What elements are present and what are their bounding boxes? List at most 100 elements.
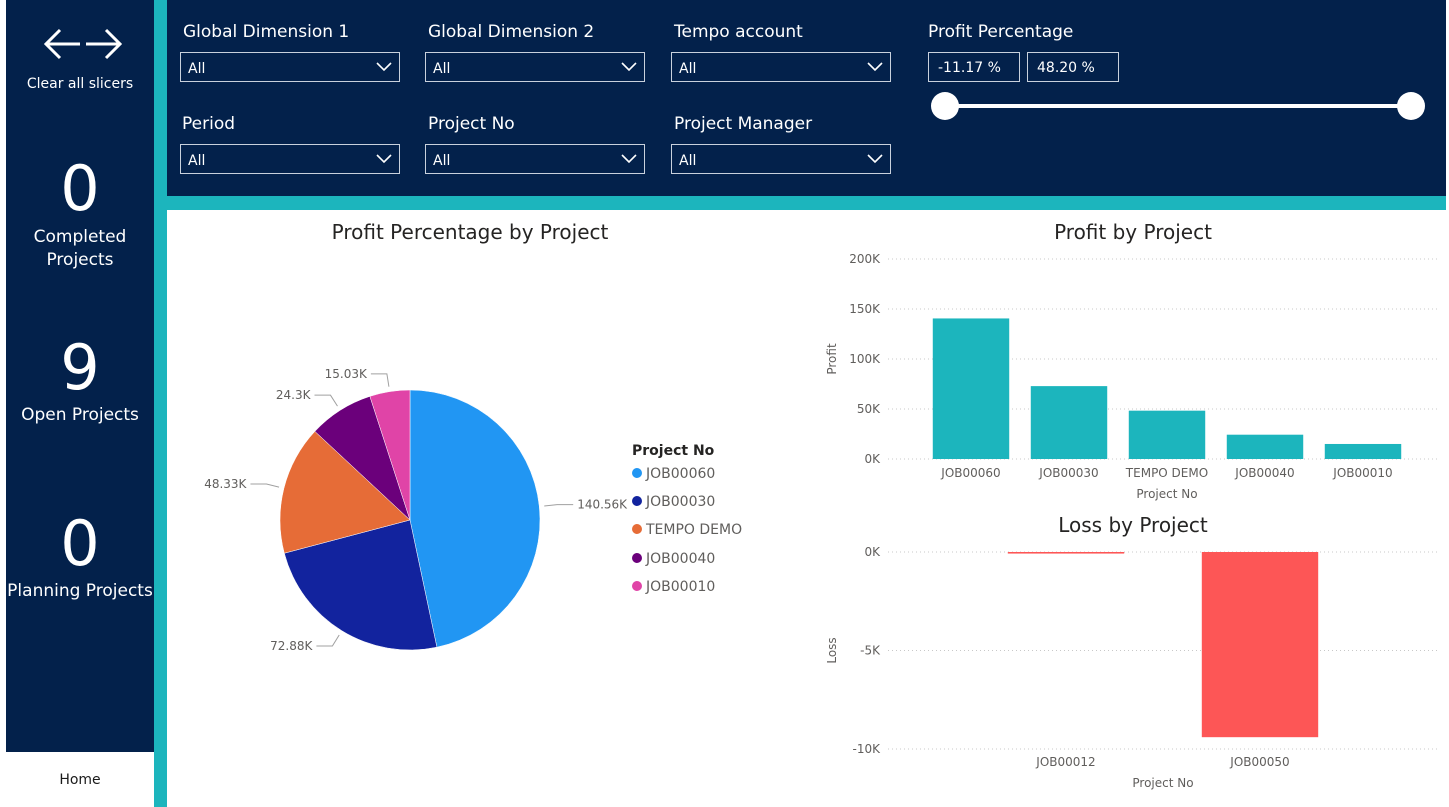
profit-min-value: -11.17 % <box>938 60 1001 76</box>
profit-slider-max-handle[interactable] <box>1397 92 1425 120</box>
bar-job00060[interactable] <box>932 318 1010 459</box>
clear-slicers-button[interactable] <box>43 22 123 66</box>
pie-slice-job00010[interactable] <box>369 389 411 521</box>
y-tick-label: -5K <box>860 644 881 658</box>
pie-slice-job00030[interactable] <box>284 519 438 651</box>
pie-data-label: 140.56K <box>577 498 628 512</box>
completed-projects-value: 0 <box>60 152 100 225</box>
project-manager-title: Project Manager <box>674 114 813 134</box>
pie-leader-line <box>370 373 390 387</box>
y-tick-label: 0K <box>864 452 881 466</box>
dropdown-value: All <box>679 153 697 169</box>
x-axis-label: Project No <box>1132 776 1193 790</box>
bar-tempo-demo[interactable] <box>1128 410 1206 459</box>
profit-min-input[interactable]: -11.17 % <box>928 52 1020 82</box>
sidebar: Clear all slicers 0 Completed Projects 9… <box>6 0 154 752</box>
dropdown-value: All <box>433 153 451 169</box>
profit-max-input[interactable]: 48.20 % <box>1027 52 1119 82</box>
project-manager-dropdown[interactable]: All <box>671 144 891 174</box>
planning-projects-value: 0 <box>60 507 100 580</box>
y-axis-label: Profit <box>825 343 839 375</box>
pie-chart-title: Profit Percentage by Project <box>331 220 609 244</box>
y-tick-label: -10K <box>853 742 882 756</box>
bar-job00040[interactable] <box>1226 434 1304 459</box>
pie-leader-line <box>544 504 574 507</box>
pie-data-label: 24.3K <box>276 388 312 402</box>
y-tick-label: 150K <box>849 302 881 316</box>
bar-job00010[interactable] <box>1324 443 1402 459</box>
planning-projects-label: Planning Projects <box>7 581 153 601</box>
x-tick-label: TEMPO DEMO <box>1125 466 1208 480</box>
home-link[interactable]: Home <box>59 772 101 788</box>
teal-divider-horizontal <box>167 196 1446 210</box>
profit-slider-track[interactable] <box>945 104 1411 108</box>
global-dimension-1-title: Global Dimension 1 <box>183 22 350 42</box>
pie-data-label: 48.33K <box>204 477 247 491</box>
project-no-dropdown[interactable]: All <box>425 144 645 174</box>
dropdown-value: All <box>188 61 206 77</box>
chevron-down-icon <box>376 154 392 164</box>
y-axis-label: Loss <box>825 637 839 663</box>
period-dropdown[interactable]: All <box>180 144 400 174</box>
teal-divider-vertical <box>154 0 167 807</box>
tempo-account-dropdown[interactable]: All <box>671 52 891 82</box>
completed-projects-label: Completed Projects <box>33 227 127 270</box>
legend-dot <box>632 524 642 534</box>
legend-item-job00040[interactable]: JOB00040 <box>632 551 715 567</box>
tempo-account-title: Tempo account <box>674 22 803 42</box>
period-title: Period <box>182 114 236 134</box>
open-projects-label: Open Projects <box>21 405 139 425</box>
x-tick-label: JOB00050 <box>1229 755 1289 769</box>
legend-item-job00060[interactable]: JOB00060 <box>632 466 715 482</box>
pie-leader-line <box>314 394 338 407</box>
pie-slice-job00060[interactable] <box>409 389 541 648</box>
x-tick-label: JOB00040 <box>1234 466 1294 480</box>
pie-leader-line <box>316 634 340 647</box>
profit-bar-chart: 0K 50K 100K 150K 200K Profit JOB00060 JOB00030 T… <box>825 252 1440 501</box>
profit-max-value: 48.20 % <box>1037 60 1095 76</box>
pie-data-label: 72.88K <box>270 639 313 653</box>
y-tick-label: 200K <box>849 252 881 266</box>
legend-item-tempo-demo[interactable]: TEMPO DEMO <box>632 522 742 538</box>
arrows-icon <box>43 28 123 60</box>
chevron-down-icon <box>621 154 637 164</box>
x-tick-label: JOB00060 <box>940 466 1000 480</box>
dropdown-value: All <box>188 153 206 169</box>
global-dimension-2-title: Global Dimension 2 <box>428 22 595 42</box>
legend-item-job00030[interactable]: JOB00030 <box>632 494 715 510</box>
x-axis-label: Project No <box>1136 487 1197 501</box>
x-tick-label: JOB00012 <box>1035 755 1095 769</box>
pie-chart: 140.56K 72.88K 48.33K 24.3K 15.03K <box>204 367 628 653</box>
y-tick-label: 50K <box>857 402 881 416</box>
profit-slider-min-handle[interactable] <box>931 92 959 120</box>
bar-job00050[interactable] <box>1201 552 1319 738</box>
legend-dot <box>632 468 642 478</box>
y-tick-label: 0K <box>864 545 881 559</box>
global-dimension-2-dropdown[interactable]: All <box>425 52 645 82</box>
x-tick-label: JOB00030 <box>1038 466 1098 480</box>
home-area: Home <box>6 752 154 807</box>
legend-dot <box>632 496 642 506</box>
chevron-down-icon <box>621 62 637 72</box>
pie-slice-tempo-demo[interactable] <box>279 431 411 554</box>
chevron-down-icon <box>867 62 883 72</box>
global-dimension-1-dropdown[interactable]: All <box>180 52 400 82</box>
loss-bar-chart: 0K -5K -10K Loss JOB00012 JOB00050 Project No <box>825 545 1440 790</box>
bar-job00030[interactable] <box>1030 386 1108 459</box>
y-tick-label: 100K <box>849 352 881 366</box>
clear-slicers-label[interactable]: Clear all slicers <box>26 76 134 92</box>
legend-dot <box>632 553 642 563</box>
legend-dot <box>632 581 642 591</box>
chevron-down-icon <box>376 62 392 72</box>
chevron-down-icon <box>867 154 883 164</box>
loss-chart-title: Loss by Project <box>1058 513 1208 537</box>
legend-title: Project No <box>632 443 715 459</box>
dropdown-value: All <box>679 61 697 77</box>
project-no-title: Project No <box>428 114 515 134</box>
open-projects-value: 9 <box>60 331 100 404</box>
pie-data-label: 15.03K <box>325 367 368 381</box>
legend-item-job00010[interactable]: JOB00010 <box>632 579 715 595</box>
bar-job00012[interactable] <box>1007 552 1125 554</box>
profit-chart-title: Profit by Project <box>1054 220 1212 244</box>
x-tick-label: JOB00010 <box>1332 466 1392 480</box>
